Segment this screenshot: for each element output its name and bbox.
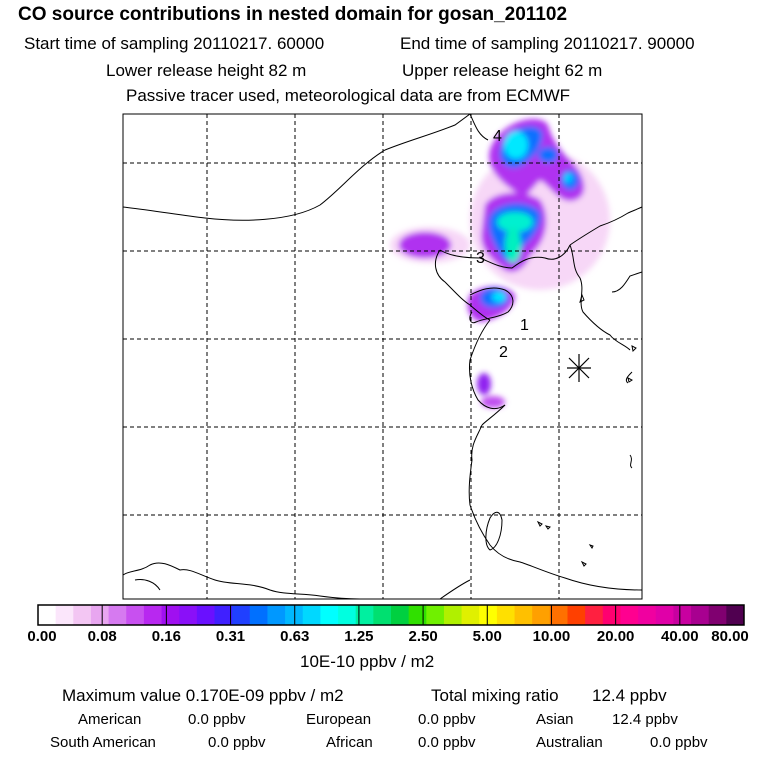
colorbar-cell — [373, 605, 392, 625]
colorbar-cell — [461, 605, 480, 625]
colorbar-cell — [232, 605, 251, 625]
start-time-label: Start time of sampling 20110217. 60000 — [24, 34, 325, 53]
colorbar-cell — [338, 605, 357, 625]
region-value: 0.0 ppbv — [650, 734, 708, 751]
map-marker-label: 2 — [499, 344, 508, 361]
colorbar-cell — [620, 605, 639, 625]
colorbar-tick-label: 1.25 — [344, 628, 374, 645]
colorbar-cell — [602, 605, 621, 625]
region-name: Australian — [536, 734, 603, 751]
colorbar-cell — [638, 605, 657, 625]
maximum-value-label: Maximum value 0.170E-09 ppbv / m2 — [62, 686, 344, 705]
region-value: 0.0 ppbv — [418, 711, 476, 728]
colorbar-tick-label: 0.00 — [27, 628, 57, 645]
total-mixing-ratio-value: 12.4 ppbv — [592, 686, 667, 705]
colorbar-tick-label: 0.08 — [87, 628, 117, 645]
colorbar-cell — [267, 605, 286, 625]
colorbar-cell — [514, 605, 533, 625]
colorbar-cell — [443, 605, 463, 625]
source-map: 4 3 1 2 — [122, 113, 643, 600]
colorbar-cell — [726, 605, 745, 625]
region-name: American — [78, 711, 142, 728]
colorbar-cell — [214, 605, 233, 625]
colorbar-cell — [567, 605, 586, 625]
colorbar-cell — [108, 605, 127, 625]
colorbar-cell — [38, 605, 57, 625]
colorbar-cell — [655, 605, 674, 625]
region-value: 12.4 ppbv — [612, 711, 678, 728]
colorbar-cell — [673, 605, 692, 625]
colorbar-cell — [496, 605, 516, 625]
region-name: African — [326, 734, 373, 751]
tracer-note: Passive tracer used, meteorological data… — [126, 86, 571, 105]
colorbar-cell — [585, 605, 604, 625]
colorbar-tick-label: 0.16 — [151, 628, 181, 645]
colorbar-cell — [426, 605, 445, 625]
map-marker-label: 4 — [493, 128, 502, 145]
colorbar-cell — [90, 605, 110, 625]
colorbar-cell — [126, 605, 145, 625]
map-frame — [122, 113, 643, 600]
colorbar-tick-label: 2.50 — [408, 628, 438, 645]
colorbar-cell — [479, 605, 498, 625]
upper-release-height-label: Upper release height 62 m — [402, 61, 603, 80]
colorbar-tick-label: 20.00 — [596, 628, 635, 645]
region-value: 0.0 ppbv — [188, 711, 246, 728]
colorbar-tick-label: 5.00 — [472, 628, 502, 645]
colorbar-tick-label: 80.00 — [711, 628, 749, 645]
colorbar-cell — [532, 605, 551, 625]
chart-title: CO source contributions in nested domain… — [18, 4, 568, 25]
region-name: European — [306, 711, 372, 728]
region-value: 0.0 ppbv — [418, 734, 476, 751]
colorbar-cell — [249, 605, 268, 625]
colorbar-cell — [708, 605, 727, 625]
map-grid — [123, 114, 642, 599]
total-mixing-ratio-label: Total mixing ratio — [431, 686, 559, 705]
region-value: 0.0 ppbv — [208, 734, 266, 751]
region-name: Asian — [536, 711, 574, 728]
colorbar-cell — [179, 605, 198, 625]
colorbar-cell — [408, 605, 427, 625]
colorbar-cell — [143, 605, 163, 625]
colorbar-tick-label: 40.00 — [661, 628, 699, 645]
colorbar-cell — [55, 605, 74, 625]
colorbar-cell — [691, 605, 710, 625]
colorbar-cell — [73, 605, 92, 625]
colorbar-tick-label: 0.31 — [215, 628, 246, 645]
colorbar-cell — [549, 605, 568, 625]
lower-release-height-label: Lower release height 82 m — [106, 61, 307, 80]
colorbar-cell — [355, 605, 374, 625]
colorbar-unit-label: 10E-10 ppbv / m2 — [300, 652, 435, 671]
colorbar-cell — [320, 605, 339, 625]
end-time-label: End time of sampling 20110217. 90000 — [400, 34, 695, 53]
colorbar-cell — [285, 605, 304, 625]
region-name: South American — [50, 734, 156, 751]
colorbar-cell — [391, 605, 410, 625]
colorbar-cell — [161, 605, 180, 625]
asterisk-icon — [567, 354, 591, 382]
map-marker-label: 3 — [476, 250, 485, 267]
colorbar — [37, 604, 745, 626]
map-marker-label: 1 — [520, 317, 529, 334]
colorbar-tick-label: 10.00 — [532, 628, 571, 645]
colorbar-cell — [196, 605, 215, 625]
colorbar-cell — [302, 605, 321, 625]
colorbar-tick-label: 0.63 — [280, 628, 310, 645]
